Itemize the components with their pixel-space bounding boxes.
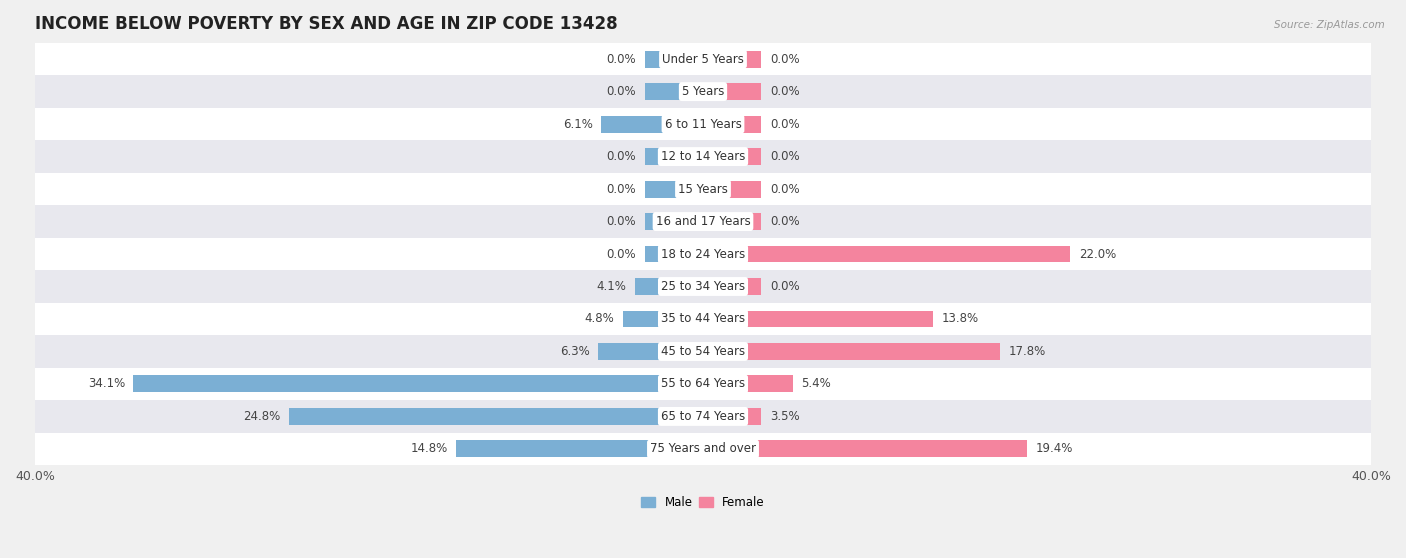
Bar xyxy=(703,181,762,198)
Text: 0.0%: 0.0% xyxy=(606,182,636,195)
Text: 25 to 34 Years: 25 to 34 Years xyxy=(661,280,745,293)
Bar xyxy=(703,376,793,392)
Text: 5.4%: 5.4% xyxy=(801,377,831,391)
Bar xyxy=(35,43,1371,75)
Text: 55 to 64 Years: 55 to 64 Years xyxy=(661,377,745,391)
Bar xyxy=(703,278,762,295)
Bar xyxy=(35,75,1371,108)
Bar xyxy=(703,311,934,328)
Bar xyxy=(456,440,703,458)
Bar xyxy=(35,335,1371,368)
Text: 65 to 74 Years: 65 to 74 Years xyxy=(661,410,745,423)
Bar xyxy=(634,278,703,295)
Text: 3.5%: 3.5% xyxy=(770,410,800,423)
Bar xyxy=(703,343,1000,360)
Text: 0.0%: 0.0% xyxy=(770,118,800,131)
Bar xyxy=(644,83,703,100)
Bar xyxy=(703,213,762,230)
Text: 15 Years: 15 Years xyxy=(678,182,728,195)
Text: 6 to 11 Years: 6 to 11 Years xyxy=(665,118,741,131)
Text: 0.0%: 0.0% xyxy=(606,52,636,66)
Bar xyxy=(703,116,762,133)
Text: 18 to 24 Years: 18 to 24 Years xyxy=(661,248,745,261)
Text: 17.8%: 17.8% xyxy=(1008,345,1046,358)
Text: 0.0%: 0.0% xyxy=(770,150,800,163)
Text: Under 5 Years: Under 5 Years xyxy=(662,52,744,66)
Bar xyxy=(134,376,703,392)
Bar xyxy=(35,173,1371,205)
Bar xyxy=(644,213,703,230)
Text: 16 and 17 Years: 16 and 17 Years xyxy=(655,215,751,228)
Bar xyxy=(703,51,762,68)
Text: 0.0%: 0.0% xyxy=(606,85,636,98)
Bar xyxy=(703,440,1026,458)
Text: 13.8%: 13.8% xyxy=(942,312,979,325)
Bar xyxy=(703,408,762,425)
Bar xyxy=(644,181,703,198)
Bar xyxy=(703,246,1070,262)
Bar xyxy=(623,311,703,328)
Text: 22.0%: 22.0% xyxy=(1078,248,1116,261)
Text: 34.1%: 34.1% xyxy=(89,377,125,391)
Bar xyxy=(703,148,762,165)
Text: 24.8%: 24.8% xyxy=(243,410,280,423)
Bar xyxy=(644,148,703,165)
Text: 6.1%: 6.1% xyxy=(562,118,593,131)
Text: 0.0%: 0.0% xyxy=(770,280,800,293)
Text: 0.0%: 0.0% xyxy=(770,85,800,98)
Text: 0.0%: 0.0% xyxy=(606,215,636,228)
Text: 0.0%: 0.0% xyxy=(606,248,636,261)
Bar xyxy=(644,246,703,262)
Legend: Male, Female: Male, Female xyxy=(637,492,769,514)
Bar xyxy=(35,238,1371,270)
Text: 35 to 44 Years: 35 to 44 Years xyxy=(661,312,745,325)
Bar xyxy=(703,83,762,100)
Text: 0.0%: 0.0% xyxy=(770,215,800,228)
Bar xyxy=(644,51,703,68)
Text: INCOME BELOW POVERTY BY SEX AND AGE IN ZIP CODE 13428: INCOME BELOW POVERTY BY SEX AND AGE IN Z… xyxy=(35,15,617,33)
Text: 45 to 54 Years: 45 to 54 Years xyxy=(661,345,745,358)
Bar xyxy=(598,343,703,360)
Bar xyxy=(35,140,1371,173)
Text: 4.1%: 4.1% xyxy=(596,280,626,293)
Text: 0.0%: 0.0% xyxy=(770,52,800,66)
Text: 0.0%: 0.0% xyxy=(606,150,636,163)
Text: 0.0%: 0.0% xyxy=(770,182,800,195)
Bar xyxy=(35,205,1371,238)
Text: 5 Years: 5 Years xyxy=(682,85,724,98)
Bar xyxy=(288,408,703,425)
Bar xyxy=(35,432,1371,465)
Text: 6.3%: 6.3% xyxy=(560,345,589,358)
Text: 19.4%: 19.4% xyxy=(1035,442,1073,455)
Text: 4.8%: 4.8% xyxy=(585,312,614,325)
Bar xyxy=(35,368,1371,400)
Text: 14.8%: 14.8% xyxy=(411,442,447,455)
Bar xyxy=(35,400,1371,432)
Text: 75 Years and over: 75 Years and over xyxy=(650,442,756,455)
Text: Source: ZipAtlas.com: Source: ZipAtlas.com xyxy=(1274,20,1385,30)
Text: 12 to 14 Years: 12 to 14 Years xyxy=(661,150,745,163)
Bar xyxy=(602,116,703,133)
Bar xyxy=(35,270,1371,303)
Bar xyxy=(35,303,1371,335)
Bar xyxy=(35,108,1371,140)
